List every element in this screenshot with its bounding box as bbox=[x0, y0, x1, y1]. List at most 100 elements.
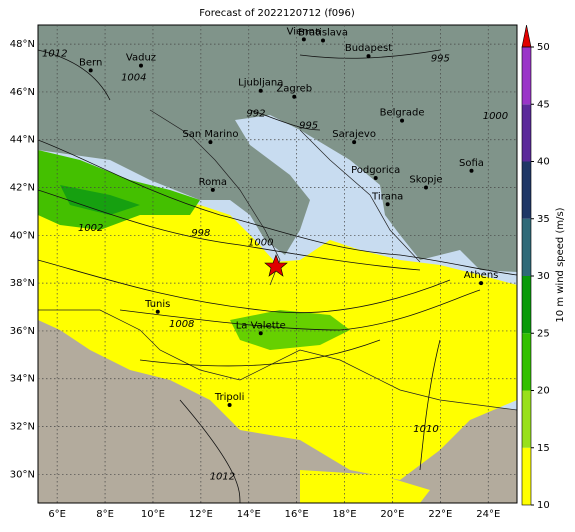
city-label: Sarajevo bbox=[332, 129, 376, 140]
city-label: Vienna bbox=[287, 26, 321, 37]
city-label: Bern bbox=[79, 57, 102, 68]
lat-tick-label: 38°N bbox=[10, 278, 35, 289]
colorbar-tick-label: 50 bbox=[537, 42, 550, 53]
city-dot bbox=[423, 185, 428, 190]
city-label: Skopje bbox=[409, 175, 442, 186]
city-dot bbox=[479, 281, 484, 286]
city-dot bbox=[373, 175, 378, 180]
city-label: Roma bbox=[199, 177, 228, 188]
city-dot bbox=[227, 403, 232, 408]
city-dot bbox=[155, 309, 160, 314]
isobar bbox=[38, 49, 517, 503]
map-background bbox=[38, 25, 517, 503]
city-label: Budapest bbox=[345, 43, 392, 54]
city-label: Bratislava bbox=[298, 28, 348, 39]
isobar-label: 1000 bbox=[483, 111, 508, 122]
city-label: Vaduz bbox=[126, 53, 156, 64]
wind-area bbox=[38, 150, 200, 230]
lon-tick-label: 12°E bbox=[189, 509, 213, 520]
city-dot bbox=[208, 140, 213, 145]
title: Forecast of 2022120712 (f096) bbox=[199, 8, 355, 19]
colorbar-segment bbox=[522, 447, 531, 505]
colorbar-label: 10 m wind speed (m/s) bbox=[555, 207, 566, 322]
colorbar-extend bbox=[521, 24, 532, 48]
colorbar-tick-label: 45 bbox=[537, 99, 550, 110]
city-dot bbox=[469, 168, 474, 173]
isobar-label: 1008 bbox=[169, 319, 194, 330]
lon-tick-label: 10°E bbox=[141, 509, 165, 520]
colorbar-tick-label: 25 bbox=[537, 328, 550, 339]
city-dot bbox=[321, 38, 326, 43]
colorbar-tick-label: 15 bbox=[537, 443, 550, 454]
lon-tick-label: 20°E bbox=[380, 509, 404, 520]
city-dot bbox=[366, 54, 371, 59]
lon-tick-label: 16°E bbox=[285, 509, 309, 520]
lat-tick-label: 32°N bbox=[10, 422, 35, 433]
star-marker bbox=[264, 254, 288, 277]
city-dot bbox=[352, 140, 357, 145]
city-label: Belgrade bbox=[380, 108, 425, 119]
city-dot bbox=[210, 187, 215, 192]
colorbar-segment bbox=[522, 218, 531, 276]
colorbar-tick-label: 10 bbox=[537, 500, 550, 511]
isobar-label: 1002 bbox=[78, 223, 103, 234]
colorbar-segment bbox=[522, 104, 531, 162]
city-dot bbox=[400, 118, 405, 123]
city-dot bbox=[88, 68, 93, 73]
isobar-label: 995 bbox=[299, 120, 318, 131]
colorbar-segment bbox=[522, 47, 531, 105]
isobar-label: 992 bbox=[246, 108, 265, 119]
colorbar-segment bbox=[522, 161, 531, 219]
lat-tick-label: 36°N bbox=[10, 326, 35, 337]
lon-tick-label: 18°E bbox=[333, 509, 357, 520]
lat-tick-label: 42°N bbox=[10, 183, 35, 194]
city-label: Ljubljana bbox=[238, 78, 283, 89]
city-dot bbox=[301, 37, 306, 42]
wind-area bbox=[230, 310, 350, 350]
lon-tick-label: 22°E bbox=[428, 509, 452, 520]
city-dot bbox=[292, 94, 297, 99]
lon-tick-label: 6°E bbox=[48, 509, 66, 520]
city-label: Tunis bbox=[144, 299, 170, 310]
lat-tick-label: 44°N bbox=[10, 135, 35, 146]
colorbar-segment bbox=[522, 276, 531, 334]
lat-tick-label: 46°N bbox=[10, 87, 35, 98]
map-frame bbox=[37, 24, 518, 504]
colorbar-segment bbox=[522, 333, 531, 391]
lon-tick-label: 8°E bbox=[96, 509, 114, 520]
city-label: Sofia bbox=[459, 158, 484, 169]
isobar-label: 1012 bbox=[42, 49, 67, 60]
isobar-label: 995 bbox=[431, 53, 450, 64]
city-dot bbox=[385, 202, 390, 207]
city-label: La Valette bbox=[236, 320, 286, 331]
isobar-label: 1000 bbox=[248, 237, 273, 248]
isobar-label: 1010 bbox=[413, 424, 438, 435]
wind-area bbox=[300, 470, 430, 503]
colorbar-tick-label: 40 bbox=[537, 157, 550, 168]
colorbar-tick-label: 20 bbox=[537, 386, 550, 397]
city-dot bbox=[258, 331, 263, 336]
isobar-label: 1004 bbox=[121, 73, 146, 84]
colorbar-segment bbox=[522, 390, 531, 448]
city-label: Athens bbox=[464, 270, 499, 281]
wind-area bbox=[60, 185, 140, 215]
lon-tick-label: 24°E bbox=[476, 509, 500, 520]
lat-tick-label: 30°N bbox=[10, 469, 35, 480]
city-dot bbox=[258, 88, 263, 93]
coastline bbox=[38, 109, 517, 411]
city-label: Podgorica bbox=[351, 165, 400, 176]
isobar-label: 998 bbox=[191, 228, 210, 239]
lat-tick-label: 40°N bbox=[10, 230, 35, 241]
lat-tick-label: 34°N bbox=[10, 374, 35, 385]
isobar-label: 1012 bbox=[210, 472, 235, 483]
city-dot bbox=[138, 63, 143, 68]
city-label: San Marino bbox=[182, 129, 238, 140]
colorbar-tick-label: 35 bbox=[537, 214, 550, 225]
lon-tick-label: 14°E bbox=[237, 509, 261, 520]
colorbar-tick-label: 30 bbox=[537, 271, 550, 282]
city-label: Tirana bbox=[371, 191, 403, 202]
lat-tick-label: 48°N bbox=[10, 39, 35, 50]
city-label: Tripoli bbox=[214, 392, 245, 403]
city-label: Zagreb bbox=[276, 84, 312, 95]
